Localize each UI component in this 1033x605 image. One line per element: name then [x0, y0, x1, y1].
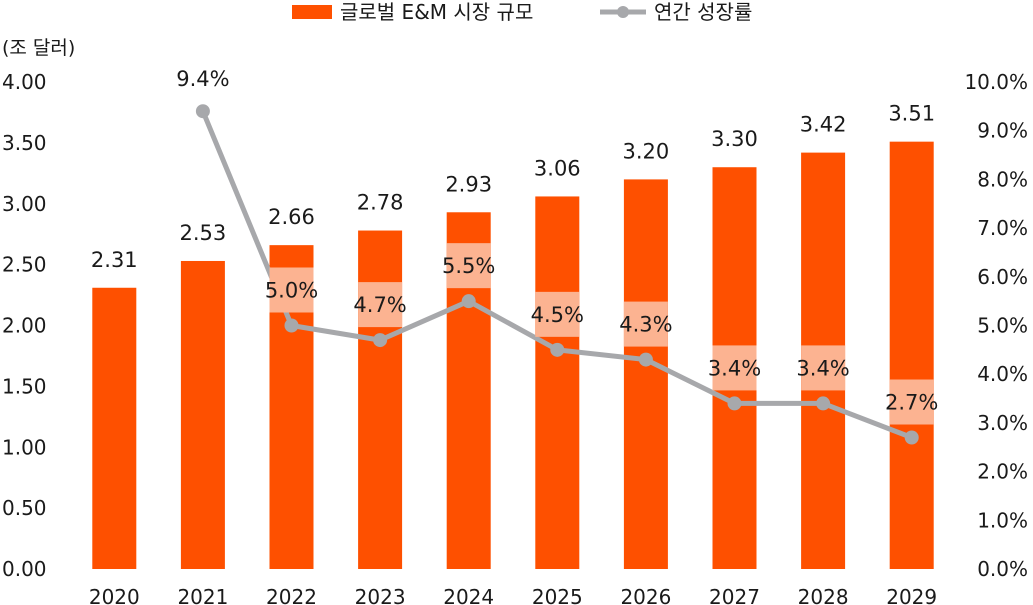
bar-value-label: 3.51: [888, 102, 935, 126]
growth-label-box: [535, 291, 580, 337]
right-axis-tick-label: 3.0%: [977, 411, 1028, 435]
right-axis: 0.0% 1.0% 2.0% 3.0% 4.0% 5.0% 6.0% 7.0% 8.0% 9.0%…: [964, 70, 1028, 581]
growth-marker: [461, 294, 476, 309]
bar-value-label: 2.53: [180, 221, 227, 245]
bar-value-label: 2.93: [445, 172, 492, 196]
right-axis-tick-label: 10.0%: [964, 70, 1028, 94]
growth-marker: [195, 104, 210, 119]
growth-marker: [284, 318, 299, 333]
growth-label-box: [889, 379, 934, 425]
right-axis-tick-label: 2.0%: [977, 460, 1028, 484]
right-axis-tick-label: 9.0%: [977, 119, 1028, 143]
growth-value-label: 5.0%: [265, 279, 318, 303]
right-axis-tick-label: 7.0%: [977, 216, 1028, 240]
left-axis-tick-label: 0.00: [2, 557, 47, 581]
growth-label-box: [269, 267, 314, 313]
legend-swatch-bar: [292, 5, 332, 19]
bar: [535, 196, 580, 569]
left-axis-tick-label: 3.00: [2, 192, 47, 216]
x-axis-tick-label: 2023: [355, 585, 406, 605]
x-axis-tick-label: 2026: [620, 585, 671, 605]
bar: [180, 260, 225, 569]
right-axis-tick-label: 8.0%: [977, 167, 1028, 191]
growth-marker: [550, 342, 565, 357]
growth-label-box: [446, 243, 491, 289]
growth-value-label: 4.3%: [619, 313, 672, 337]
bar-value-label: 3.20: [623, 139, 670, 163]
x-axis: 2020 2021 2022 2023 2024 2025 2026 2027 2028 2029: [89, 585, 937, 605]
legend-swatch-marker: [617, 6, 629, 18]
left-axis-tick-label: 1.00: [2, 435, 47, 459]
x-axis-tick-label: 2027: [709, 585, 760, 605]
growth-line-series: [195, 104, 919, 445]
growth-value-label: 2.7%: [885, 391, 938, 415]
legend-label-bar: 글로벌 E&M 시장 규모: [340, 0, 533, 24]
growth-value-label: 4.5%: [531, 303, 584, 327]
bar-value-labels: 2.31 2.53 2.66 2.78 2.93 3.06 3.20 3.30 3.42 3.51: [91, 102, 935, 272]
growth-marker: [373, 333, 388, 348]
x-axis-tick-label: 2020: [89, 585, 140, 605]
right-axis-tick-label: 6.0%: [977, 265, 1028, 289]
left-axis-tick-label: 3.50: [2, 131, 47, 155]
bar: [92, 287, 137, 569]
bar-value-label: 3.42: [800, 113, 847, 137]
bar-value-label: 3.06: [534, 156, 581, 180]
growth-value-labels: 9.4% 5.0% 4.7% 5.5% 4.5% 4.3% 3.4% 3.4% 2.7%: [176, 67, 938, 414]
bar-value-label: 2.78: [357, 191, 404, 215]
growth-label-box: [712, 345, 757, 391]
growth-marker: [816, 396, 831, 411]
x-axis-tick-label: 2028: [798, 585, 849, 605]
growth-label-box: [801, 345, 846, 391]
growth-value-label: 3.4%: [708, 356, 761, 380]
bar: [623, 179, 668, 569]
left-axis-tick-label: 2.00: [2, 314, 47, 338]
bar-value-label: 2.31: [91, 248, 138, 272]
x-axis-tick-label: 2022: [266, 585, 317, 605]
legend-label-line: 연간 성장률: [654, 0, 752, 24]
x-axis-tick-label: 2021: [177, 585, 228, 605]
bar: [358, 230, 403, 569]
right-axis-tick-label: 5.0%: [977, 314, 1028, 338]
left-axis-tick-label: 1.50: [2, 374, 47, 398]
growth-label-boxes: [269, 243, 934, 425]
right-axis-tick-label: 1.0%: [977, 508, 1028, 532]
growth-label-box: [623, 301, 668, 347]
growth-value-label: 3.4%: [796, 356, 849, 380]
growth-marker: [727, 396, 742, 411]
growth-value-label: 4.7%: [353, 293, 406, 317]
bar-value-label: 2.66: [268, 205, 315, 229]
left-axis-tick-label: 4.00: [2, 70, 47, 94]
legend: 글로벌 E&M 시장 규모 연간 성장률: [292, 0, 752, 24]
x-axis-tick-label: 2024: [443, 585, 494, 605]
left-axis-tick-label: 0.50: [2, 496, 47, 520]
growth-value-label: 9.4%: [176, 67, 229, 91]
bar: [889, 141, 934, 569]
growth-marker: [638, 352, 653, 367]
left-axis: 0.00 0.50 1.00 1.50 2.00 2.50 3.00 3.50 4.00: [2, 70, 47, 581]
x-axis-tick-label: 2029: [886, 585, 937, 605]
growth-value-label: 5.5%: [442, 254, 495, 278]
right-axis-tick-label: 0.0%: [977, 557, 1028, 581]
growth-marker: [904, 430, 919, 445]
growth-label-box: [358, 282, 403, 328]
x-axis-tick-label: 2025: [532, 585, 583, 605]
bar-value-label: 3.30: [711, 127, 758, 151]
right-axis-tick-label: 4.0%: [977, 362, 1028, 386]
left-axis-unit: (조 달러): [2, 37, 75, 59]
left-axis-tick-label: 2.50: [2, 253, 47, 277]
